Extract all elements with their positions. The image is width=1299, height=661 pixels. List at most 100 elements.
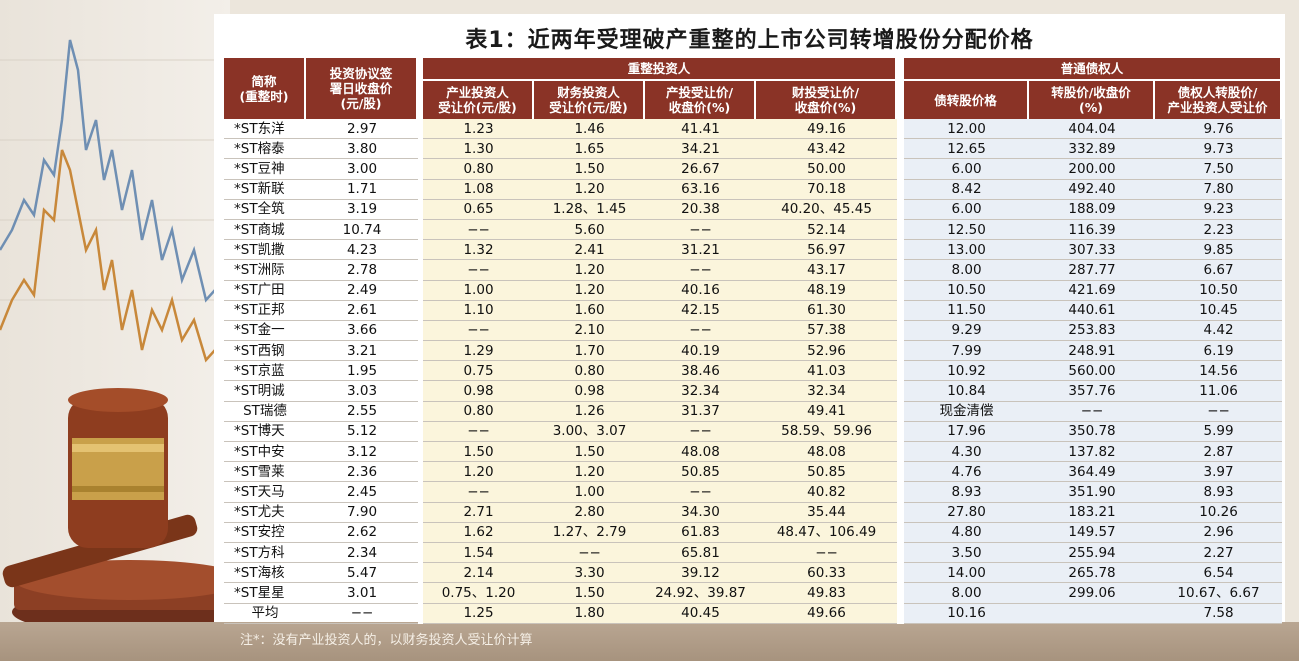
table-row: *ST雪莱 2.36 1.20 1.20 50.85 50.85 4.76 364.49 3.9… [224,462,1283,483]
table-cell: 40.45 [645,603,756,624]
table-cell: −− [423,219,534,241]
table-cell: 1.70 [534,341,645,362]
table-row: *ST东洋 2.97 1.23 1.46 41.41 49.16 12.00 404.04 9.… [224,119,1283,140]
table-cell: 248.91 [1029,341,1156,362]
table-cell: 34.30 [645,502,756,523]
table-cell: 0.80 [423,401,534,422]
table-cell: 50.85 [756,462,898,483]
table-cell: 10.84 [904,381,1030,402]
table-cell: 49.66 [756,603,898,624]
table-cell: 2.71 [423,502,534,523]
col-header-name: 简称 (重整时) [224,58,306,119]
table-cell: 188.09 [1029,199,1156,220]
table-cell: 0.80 [534,361,645,382]
table-cell: 3.19 [306,200,418,220]
footnote: 注*：没有产业投资人的，以财务投资人受让价计算 [240,633,533,648]
table-cell: 1.20 [423,462,534,483]
table-cell: 43.42 [756,139,898,160]
table-cell: 357.76 [1029,381,1156,402]
table-cell: 50.00 [756,159,898,180]
table-cell: 11.06 [1155,381,1283,402]
company-name-cell: *ST中安 [224,442,306,463]
table-cell: 41.41 [645,119,756,140]
table-cell: 183.21 [1029,502,1156,523]
table-cell: 2.61 [306,301,418,321]
table-cell: 40.20、45.45 [756,199,898,220]
table-cell: 48.47、106.49 [756,522,898,543]
table-cell: 4.76 [904,462,1030,483]
table-cell: 12.00 [904,119,1030,140]
table-cell: 1.80 [534,603,645,624]
table-cell: 48.19 [756,280,898,301]
table-cell: 1.23 [423,119,534,140]
company-name-cell: *ST天马 [224,482,306,503]
company-name-cell: *ST广田 [224,281,306,301]
table-cell: 2.41 [534,240,645,261]
table-cell: 7.90 [306,503,418,523]
table-cell: 2.80 [534,502,645,523]
table-cell: 10.26 [1155,502,1283,523]
table-cell: 2.14 [423,563,534,584]
table-cell: 2.78 [306,260,418,281]
table-cell: 40.82 [756,482,898,503]
company-name-cell: *ST正邦 [224,301,306,321]
col-header-ind-ratio: 产投受让价/收盘价(%) [645,81,756,119]
table-cell: 299.06 [1029,583,1156,604]
table-cell: 0.75、1.20 [423,583,534,604]
table-row: *ST明诚 3.03 0.98 0.98 32.34 32.34 10.84 357.76 11… [224,381,1283,402]
table-cell: 1.32 [423,240,534,261]
table-cell: 3.12 [306,442,418,463]
table-cell: 351.90 [1029,482,1156,503]
company-name-cell: *ST星星 [224,583,306,604]
col-header-debt-price: 债转股价格 [904,81,1030,119]
table-cell: 60.33 [756,563,898,584]
table-cell: 1.20 [534,280,645,301]
company-name-cell: *ST明诚 [224,381,306,402]
table-cell: 1.46 [534,119,645,140]
table-cell: 1.00 [423,280,534,301]
table-cell: 现金清偿 [904,401,1030,422]
table-cell: −− [423,421,534,442]
table-row: *ST正邦 2.61 1.10 1.60 42.15 61.30 11.50 440.61 10… [224,300,1283,321]
table-cell: 49.83 [756,583,898,604]
table-cell: 1.26 [534,401,645,422]
table-cell: 2.36 [306,462,418,483]
table-cell: 2.97 [306,119,418,140]
table-cell: 58.59、59.96 [756,421,898,442]
company-name-cell: *ST金一 [224,321,306,342]
table-cell: 6.00 [904,159,1030,180]
table-cell: 39.12 [645,563,756,584]
table-row: *ST新联 1.71 1.08 1.20 63.16 70.18 8.42 492.40 7.8… [224,179,1283,200]
company-name-cell: *ST京蓝 [224,361,306,382]
table-cell: 43.17 [756,260,898,281]
table-cell: 1.60 [534,300,645,321]
table-cell: 11.50 [904,300,1030,321]
table-cell: 4.23 [306,240,418,261]
table-cell: 9.73 [1155,139,1283,160]
table-cell: 3.66 [306,321,418,342]
col-header-fin-ratio: 财投受让价/收盘价(%) [756,81,898,119]
table-cell: 9.85 [1155,240,1283,261]
company-name-cell: *ST榕泰 [224,139,306,160]
col-header-fin-price: 财务投资人 受让价(元/股) [534,81,645,119]
table-cell: 0.80 [423,159,534,180]
table-cell: 9.23 [1155,199,1283,220]
table-cell: 8.00 [904,260,1030,281]
table-cell: 0.65 [423,199,534,220]
company-name-cell: *ST东洋 [224,119,306,140]
table-cell: 137.82 [1029,442,1156,463]
table-cell: 0.98 [534,381,645,402]
table-cell: 1.54 [423,542,534,564]
table-row: *ST星星 3.01 0.75、1.20 1.50 24.92、39.87 49.83 8.… [224,583,1283,604]
table-cell: 440.61 [1029,300,1156,321]
table-cell: 70.18 [756,179,898,200]
table-cell: 56.97 [756,240,898,261]
table-cell: 1.62 [423,522,534,543]
table-cell: 1.20 [534,179,645,200]
table-cell: 3.00 [306,159,418,180]
table-cell: 5.47 [306,563,418,584]
table-cell: 52.96 [756,341,898,362]
table-cell: 404.04 [1029,119,1156,140]
table-row: *ST天马 2.45 −− 1.00 −− 40.82 8.93 351.90 8.93 [224,482,1283,503]
table-row: *ST尤夫 7.90 2.71 2.80 34.30 35.44 27.80 183.21 10… [224,502,1283,523]
